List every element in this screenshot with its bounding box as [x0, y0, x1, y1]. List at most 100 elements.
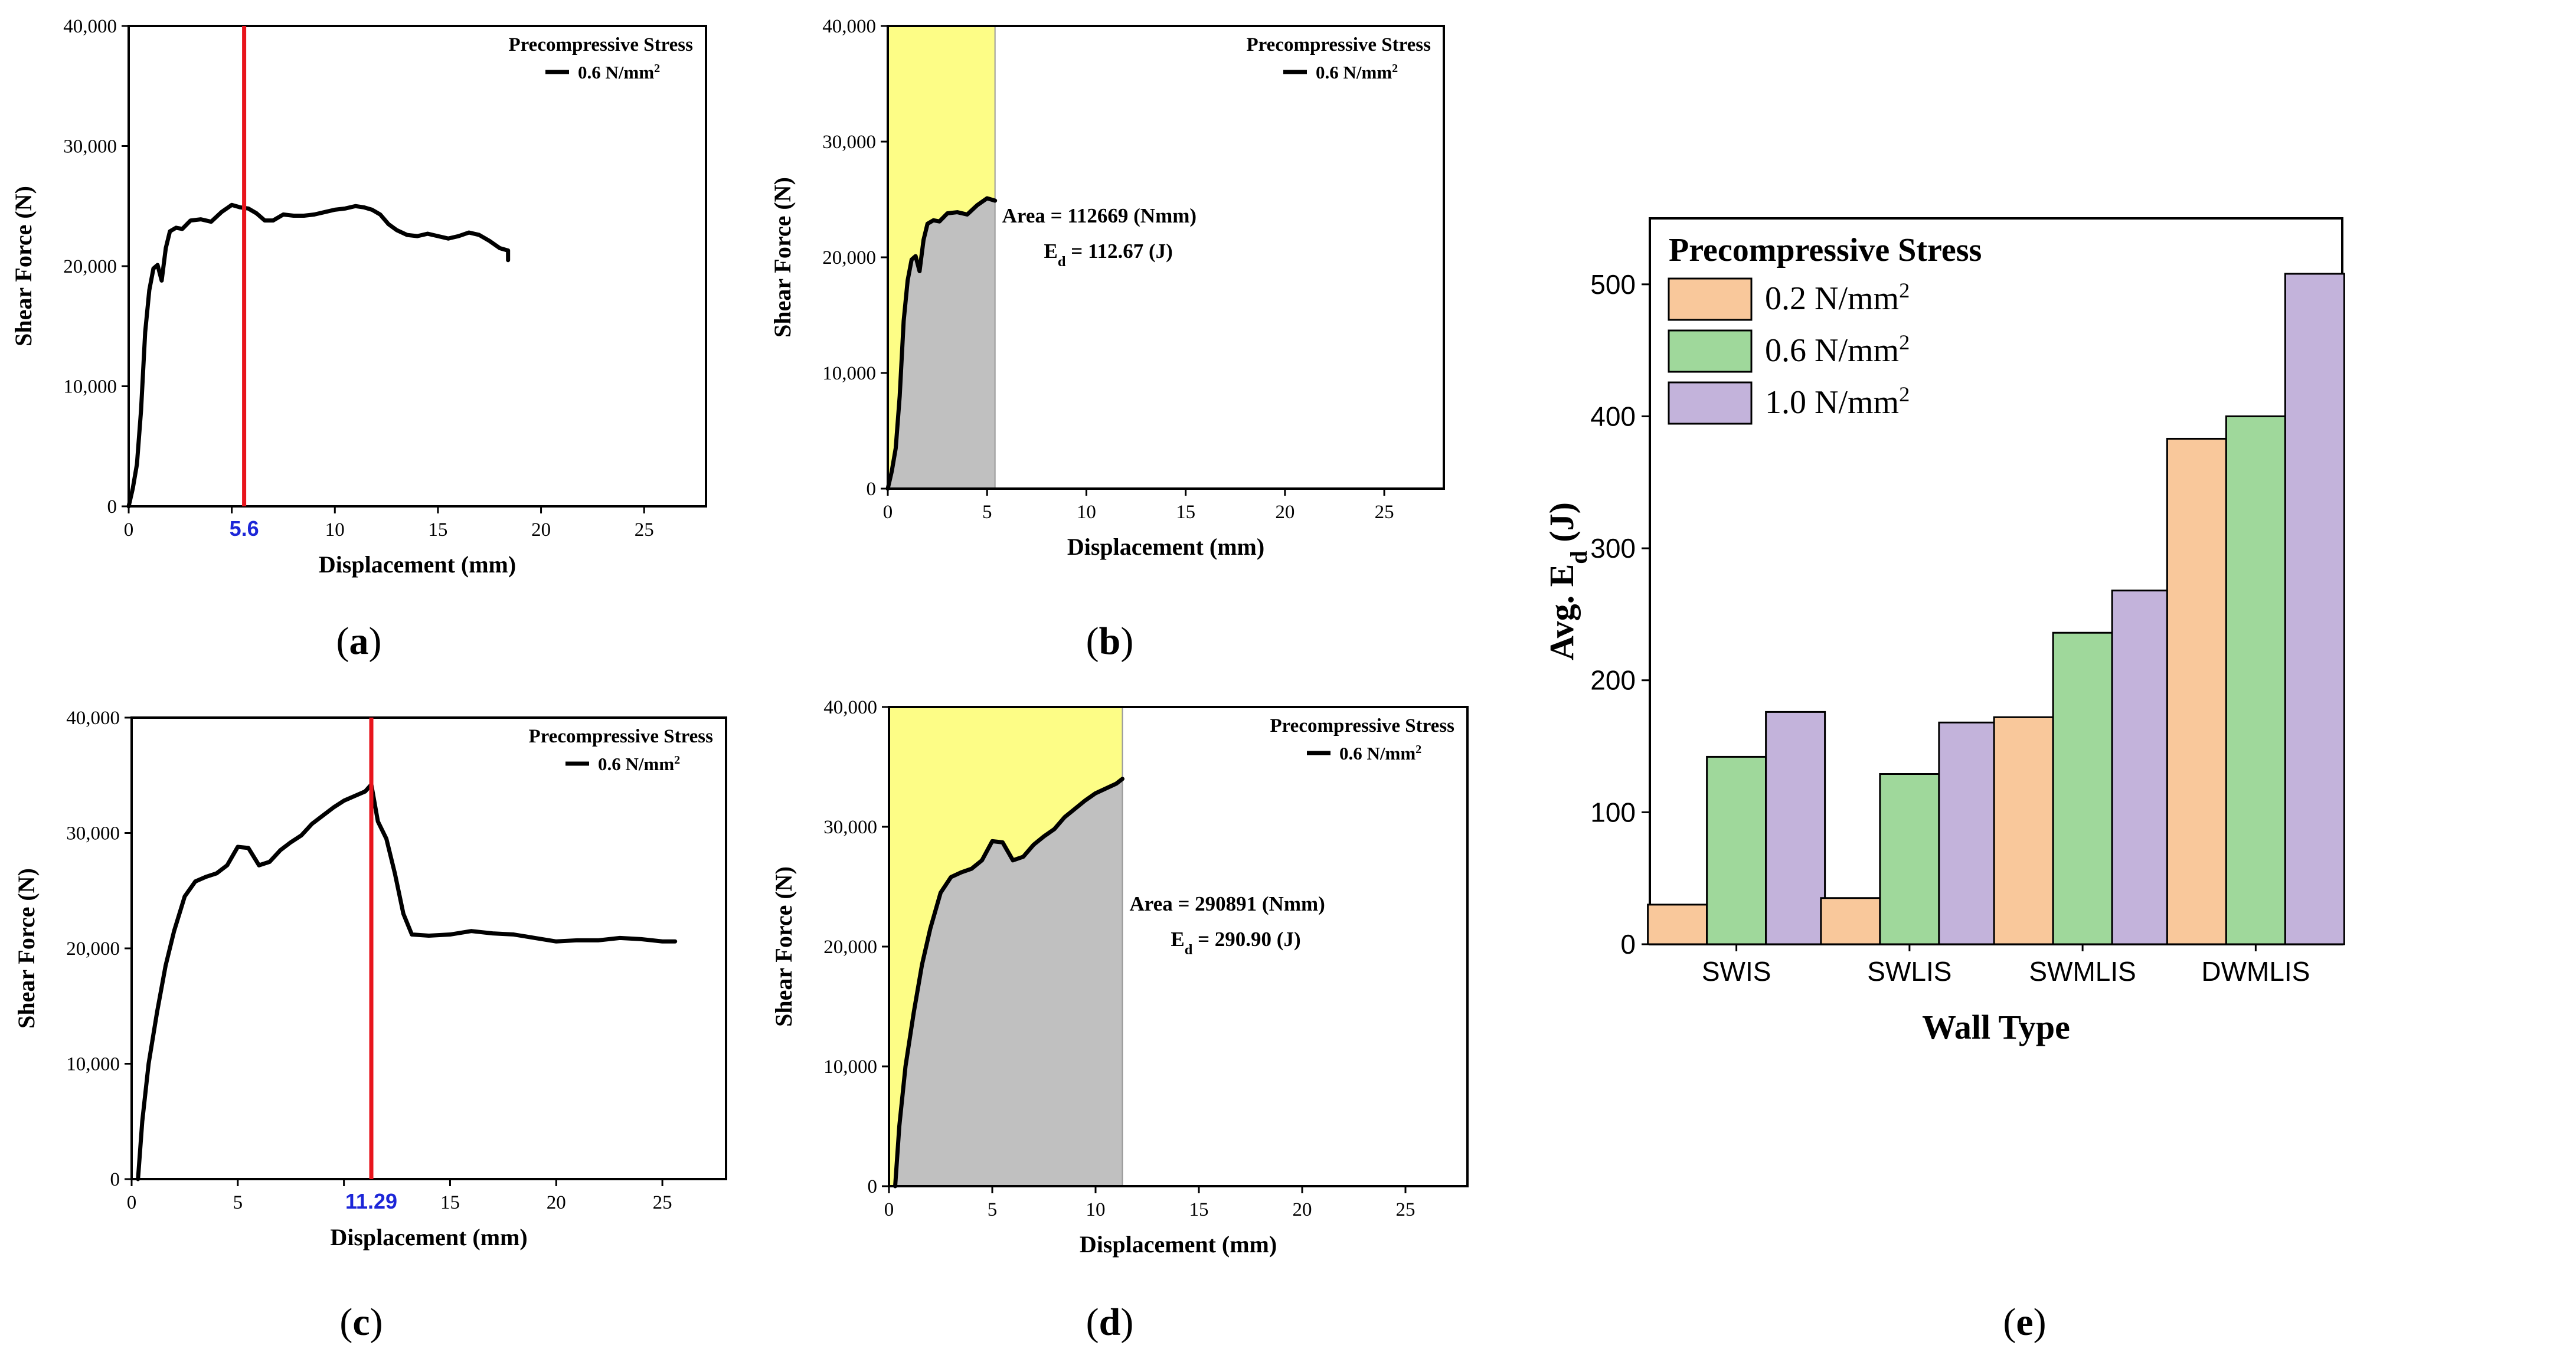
bar-swlis-0.6: [1879, 773, 1940, 945]
y-tick-label: 20,000: [63, 256, 117, 277]
x-tick-label: 5: [988, 1199, 998, 1220]
legend-title: Precompressive Stress: [1270, 715, 1454, 736]
y-tick-label: 0: [107, 496, 117, 518]
shaded-area-gray: [895, 778, 1123, 1186]
x-tick-label: 25: [1396, 1199, 1416, 1220]
y-tick-label: 40,000: [823, 697, 877, 718]
y-tick-label: 10,000: [823, 1056, 877, 1078]
y-axis-label: Avg. Ed (J): [1542, 502, 1592, 660]
bar-swmlis-1.0: [2111, 590, 2172, 945]
x-tick-label: 5: [982, 502, 992, 523]
panel-caption: (d): [1086, 1301, 1134, 1344]
y-tick-label: 0: [1620, 929, 1636, 960]
legend-title: Precompressive Stress: [1669, 232, 1982, 269]
y-tick-label: 100: [1590, 797, 1636, 827]
x-tick-label: 25: [635, 519, 654, 541]
legend-label: 0.6 N/mm2: [1316, 62, 1398, 83]
series-line-0-6: [893, 777, 1124, 1189]
bar-swis-0.2: [1647, 904, 1708, 945]
y-axis-label: Shear Force (N): [10, 186, 37, 346]
panel-caption: (c): [339, 1301, 383, 1344]
x-tick-label: 15: [1189, 1199, 1209, 1220]
y-tick-label: 0: [867, 479, 877, 500]
x-tick-label: 10: [325, 519, 345, 541]
bar-dwmlis-0.6: [2225, 415, 2286, 945]
y-axis-label: Shear Force (N): [770, 866, 797, 1027]
y-axis-label: Shear Force (N): [769, 177, 796, 338]
legend-label: 0.6 N/mm2: [578, 62, 660, 83]
y-tick-label: 500: [1590, 269, 1636, 300]
plot-frame: [128, 25, 707, 508]
panel-c-shear-force-chart: 0 5 15 20 25 0 10,000 20,000 30,000 40,000 Displac…: [13, 708, 727, 1344]
y-tick-label: 0: [110, 1169, 120, 1190]
legend-swatch: [1668, 329, 1753, 373]
y-tick-label: 20,000: [66, 938, 120, 960]
x-axis-label: Wall Type: [1922, 1008, 2070, 1046]
category-label-swmlis: SWMLIS: [2029, 956, 2136, 987]
energy-annotation: Ed = 112.67 (J): [1044, 240, 1173, 270]
plot-frame: [130, 716, 727, 1180]
legend-title: Precompressive Stress: [1246, 34, 1431, 55]
legend-label: 0.6 N/mm2: [1765, 330, 1910, 369]
legend-label: 0.6 N/mm2: [598, 754, 680, 774]
panel-b-area-chart: 0 5 10 15 20 25 0 10,000 20,000 30,000 40,000 Displ…: [769, 16, 1445, 663]
x-tick-label: 0: [124, 519, 134, 541]
legend-label: 1.0 N/mm2: [1765, 382, 1910, 421]
y-tick-label: 30,000: [63, 136, 117, 158]
y-tick-label: 10,000: [63, 377, 117, 398]
shaded-area-gray: [888, 198, 995, 489]
legend-label: 0.6 N/mm2: [1339, 743, 1421, 764]
x-tick-label: 0: [883, 502, 893, 523]
bar-swlis-0.2: [1820, 897, 1881, 945]
category-label-dwmlis: DWMLIS: [2201, 956, 2310, 987]
panel-d-area-chart: 0 5 10 15 20 25 0 10,000 20,000 30,000 40,000 Displ…: [770, 697, 1469, 1344]
bar-swmlis-0.2: [1993, 716, 2054, 945]
legend-swatch: [1668, 277, 1753, 321]
x-tick-label: 10: [1086, 1199, 1106, 1220]
legend-title: Precompressive Stress: [528, 726, 713, 747]
legend: Precompressive Stress 0.2 N/mm2 0.6 N/mm2 1…: [1668, 232, 1982, 425]
x-tick-label: 20: [547, 1192, 566, 1213]
category-label-swis: SWIS: [1702, 956, 1771, 987]
bar-swis-1.0: [1765, 711, 1826, 945]
peak-displacement-label: 5.6: [230, 516, 259, 541]
y-tick-label: 10,000: [66, 1054, 120, 1075]
bar-swmlis-0.6: [2052, 631, 2113, 945]
x-axis-label: Displacement (mm): [319, 551, 516, 578]
y-tick-label: 20,000: [822, 247, 876, 269]
y-tick-label: 30,000: [823, 817, 877, 838]
x-axis-label: Displacement (mm): [1080, 1231, 1277, 1258]
series-line-0-6: [126, 202, 511, 509]
energy-annotation: Ed = 290.90 (J): [1171, 928, 1300, 958]
y-tick-label: 30,000: [66, 823, 120, 844]
panel-caption: (a): [336, 620, 382, 663]
panel-e-bar-chart: 0 100 200 300 400 500 SWIS SWLIS SWMLIS DWMLIS Wal…: [1542, 217, 2345, 1344]
y-tick-label: 0: [868, 1176, 878, 1197]
peak-displacement-label: 11.29: [345, 1189, 397, 1213]
x-tick-label: 25: [1375, 502, 1394, 523]
x-tick-label: 10: [1077, 502, 1096, 523]
y-tick-label: 300: [1590, 533, 1636, 564]
area-annotation: Area = 290891 (Nmm): [1130, 892, 1325, 915]
x-axis-label: Displacement (mm): [330, 1224, 527, 1251]
y-tick-label: 20,000: [823, 937, 877, 958]
legend-label: 0.2 N/mm2: [1765, 279, 1910, 317]
x-tick-label: 15: [1176, 502, 1195, 523]
x-tick-label: 5: [233, 1192, 243, 1213]
y-axis-label: Shear Force (N): [13, 868, 40, 1029]
legend-title: Precompressive Stress: [508, 34, 693, 55]
x-tick-label: 20: [531, 519, 551, 541]
y-tick-label: 40,000: [66, 708, 120, 729]
x-axis-label: Displacement (mm): [1067, 533, 1264, 560]
y-tick-label: 10,000: [822, 363, 876, 384]
x-tick-label: 20: [1275, 502, 1294, 523]
legend-swatch: [1668, 381, 1753, 425]
bar-dwmlis-0.2: [2166, 437, 2227, 945]
y-tick-label: 400: [1590, 401, 1636, 431]
panel-a-shear-force-chart: 0 10 15 20 25 0 10,000 20,000 30,000 40,000 Displa…: [10, 16, 707, 663]
area-annotation: Area = 112669 (Nmm): [1002, 204, 1197, 227]
panel-caption: (b): [1086, 620, 1134, 663]
bar-swis-0.6: [1706, 755, 1767, 945]
panel-caption: (e): [2003, 1301, 2046, 1344]
